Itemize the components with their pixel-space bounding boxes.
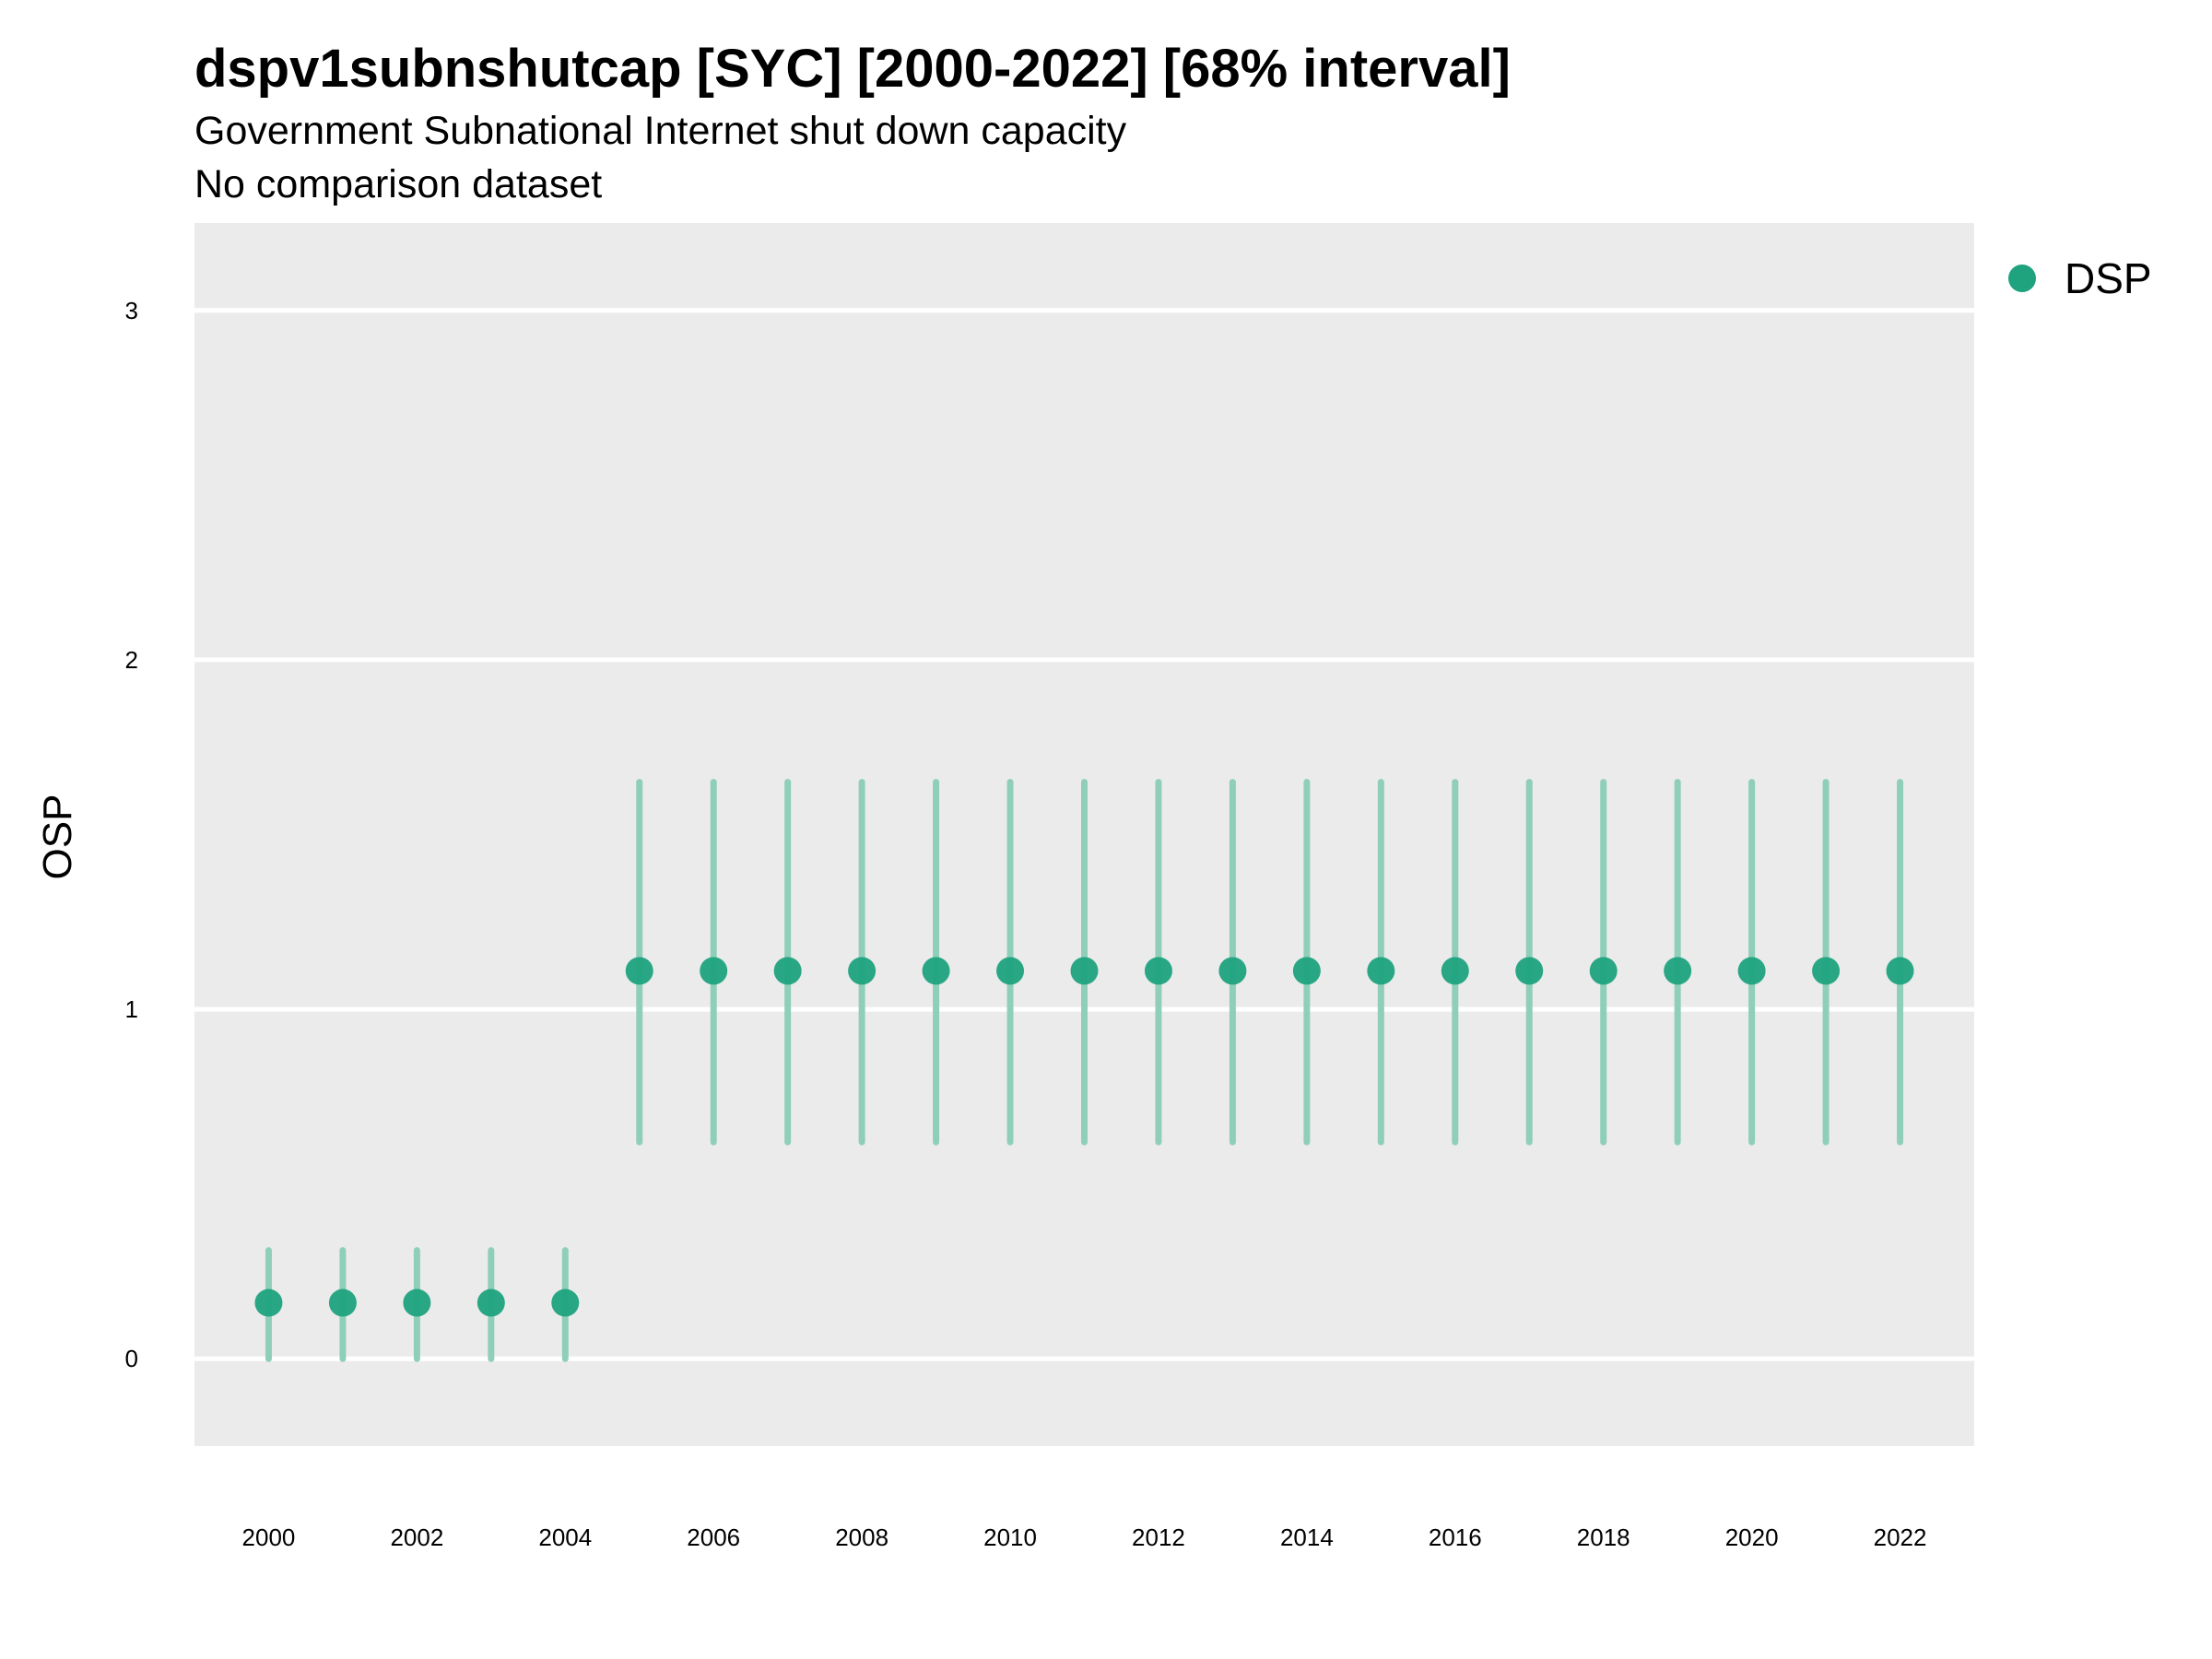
legend-marker-dsp — [2008, 265, 2036, 292]
data-point — [1886, 957, 1914, 985]
data-point — [328, 1288, 357, 1317]
data-point — [625, 957, 653, 985]
data-point — [1070, 957, 1099, 985]
legend: DSP — [2008, 254, 2152, 302]
x-tick-label: 2002 — [390, 1524, 443, 1551]
data-points — [254, 957, 1914, 1317]
data-point — [700, 957, 728, 985]
x-tick-label: 2000 — [242, 1524, 296, 1551]
data-point — [922, 957, 950, 985]
data-point — [403, 1288, 431, 1317]
x-tick-label: 2012 — [1132, 1524, 1185, 1551]
data-point — [1144, 957, 1172, 985]
x-axis-ticks: 2000 2002 2004 2006 2008 2010 2012 2014 2016 2018… — [242, 1524, 1927, 1551]
y-tick-label: 0 — [125, 1345, 138, 1372]
data-point — [1515, 957, 1544, 985]
x-tick-label: 2004 — [538, 1524, 592, 1551]
y-tick-label: 2 — [125, 646, 138, 674]
y-axis-title: OSP — [35, 794, 80, 880]
x-tick-label: 2020 — [1725, 1524, 1779, 1551]
data-point — [848, 957, 877, 985]
legend-label-dsp: DSP — [2065, 254, 2152, 302]
data-point — [1737, 957, 1766, 985]
data-point — [1367, 957, 1395, 985]
y-tick-label: 3 — [125, 297, 138, 324]
data-point — [1441, 957, 1469, 985]
data-point — [551, 1288, 580, 1317]
chart-subtitle: Government Subnational Internet shut dow… — [194, 109, 1127, 153]
data-point — [1812, 957, 1841, 985]
x-tick-label: 2014 — [1280, 1524, 1334, 1551]
x-tick-label: 2018 — [1577, 1524, 1630, 1551]
data-point — [1589, 957, 1618, 985]
x-tick-label: 2008 — [835, 1524, 888, 1551]
chart-title: dspv1subnshutcap [SYC] [2000-2022] [68% … — [194, 39, 1511, 99]
data-point — [254, 1288, 283, 1317]
data-point — [477, 1288, 505, 1317]
y-axis-ticks: 0 1 2 3 — [125, 297, 138, 1372]
x-tick-label: 2016 — [1429, 1524, 1482, 1551]
y-tick-label: 1 — [125, 995, 138, 1023]
data-point — [1292, 957, 1321, 985]
data-point — [1664, 957, 1692, 985]
chart-subtitle-secondary: No comparison dataset — [194, 162, 602, 206]
x-tick-label: 2006 — [687, 1524, 740, 1551]
x-tick-label: 2010 — [983, 1524, 1037, 1551]
data-point — [1218, 957, 1247, 985]
data-point — [773, 957, 802, 985]
data-point — [996, 957, 1025, 985]
x-tick-label: 2022 — [1874, 1524, 1927, 1551]
